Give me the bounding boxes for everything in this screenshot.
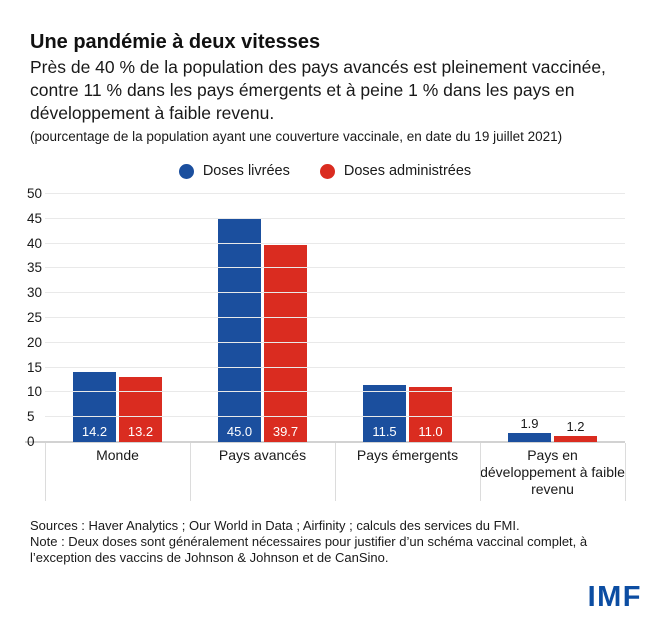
x-axis-tick <box>335 443 336 501</box>
bar-group: 1.9 1.2 <box>480 194 625 442</box>
x-axis-tick <box>480 443 481 501</box>
bar-value-label: 39.7 <box>272 424 299 439</box>
y-axis-tick-label: 5 <box>27 409 35 425</box>
bar-chart: 14.2 13.2 45.0 39.7 11.5 11.0 1.9 1.2 0 5 10 15 20 2… <box>0 186 650 508</box>
imf-logo: IMF <box>587 581 642 613</box>
bar-administered: 1.2 <box>554 419 597 442</box>
bar-administered: 11.0 <box>409 387 452 442</box>
bar-value-label: 45.0 <box>226 424 253 439</box>
gridline <box>45 391 625 393</box>
bar-value-label: 13.2 <box>127 424 154 439</box>
gridline <box>45 193 625 194</box>
sources-text: Sources : Haver Analytics ; Our World in… <box>30 518 520 533</box>
bar-delivered: 1.9 <box>508 416 551 442</box>
chart-subtitle: Près de 40 % de la population des pays a… <box>30 57 606 123</box>
chart-title: Une pandémie à deux vitesses <box>30 31 321 53</box>
y-axis-tick-label: 45 <box>27 210 43 226</box>
chart-header: Une pandémie à deux vitesses Près de 40 … <box>30 29 632 146</box>
x-axis-tick <box>45 443 46 501</box>
y-axis-tick-label: 10 <box>27 384 43 400</box>
gridline <box>45 366 625 368</box>
y-axis-tick-label: 20 <box>27 334 43 350</box>
y-axis-tick-label: 35 <box>27 260 43 276</box>
legend-swatch-icon <box>319 163 335 179</box>
x-axis-category-label: Pays avancés <box>218 447 307 463</box>
bar-administered: 13.2 <box>119 377 162 442</box>
y-axis-tick-label: 15 <box>27 359 43 375</box>
bar-value-label: 11.5 <box>372 424 397 439</box>
bar-delivered: 14.2 <box>73 372 116 442</box>
bar-value-label: 1.9 <box>520 416 539 431</box>
y-axis-tick-label: 40 <box>27 235 43 251</box>
legend-swatch-icon <box>178 163 194 179</box>
gridline <box>45 416 625 418</box>
legend: Doses livrées Doses administrées <box>0 162 650 180</box>
bar-group: 45.0 39.7 <box>190 194 335 442</box>
gridline <box>45 341 625 343</box>
bar-value-label: 11.0 <box>418 424 443 439</box>
x-axis-line <box>25 441 625 443</box>
x-axis-tick <box>190 443 191 501</box>
chart-footer: Sources : Haver Analytics ; Our World in… <box>30 518 632 566</box>
legend-label: Doses administrées <box>343 163 472 179</box>
bar-delivered: 11.5 <box>363 385 406 442</box>
note-text: Note : Deux doses sont généralement néce… <box>30 534 588 565</box>
gridline <box>45 317 625 318</box>
gridline <box>45 267 625 269</box>
gridline <box>45 292 625 294</box>
x-axis-category-label: Pays émergents <box>356 447 459 463</box>
x-axis-tick <box>625 443 626 501</box>
bar-administered: 39.7 <box>264 245 307 442</box>
y-axis-tick-label: 0 <box>27 434 35 449</box>
plot-area: 14.2 13.2 45.0 39.7 11.5 11.0 1.9 1.2 <box>45 194 625 442</box>
bar-value-label: 14.2 <box>81 424 108 439</box>
x-axis-category-label: Monde <box>96 447 139 463</box>
gridline <box>45 217 625 219</box>
bar-group: 14.2 13.2 <box>45 194 190 442</box>
chart-unit-note: (pourcentage de la population ayant une … <box>30 129 563 144</box>
y-axis-tick-label: 50 <box>27 186 43 201</box>
x-axis-category-label: Pays en développement à faible revenu <box>480 447 625 497</box>
gridline <box>45 242 625 244</box>
legend-label: Doses livrées <box>202 163 290 179</box>
legend-item: Doses administrées <box>319 163 472 179</box>
y-axis-tick-label: 30 <box>27 285 43 301</box>
bar-value-label: 1.2 <box>566 419 585 434</box>
bar-delivered: 45.0 <box>218 219 261 442</box>
y-axis-tick-label: 25 <box>27 310 43 325</box>
bar-group: 11.5 11.0 <box>335 194 480 442</box>
legend-item: Doses livrées <box>178 163 290 179</box>
